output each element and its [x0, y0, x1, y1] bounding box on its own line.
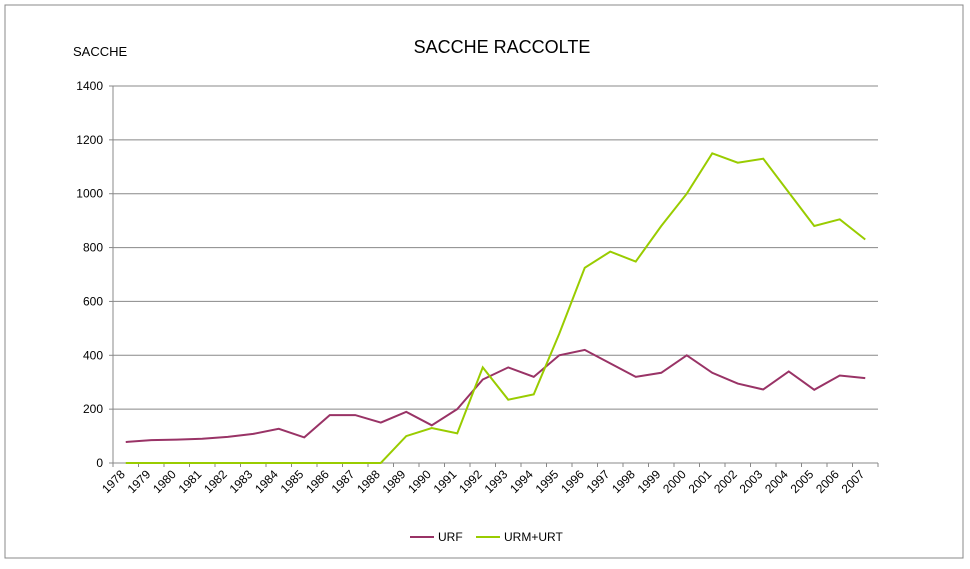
y-tick-label: 600	[83, 294, 103, 308]
y-tick-label: 1200	[76, 133, 103, 147]
data-line	[125, 348, 866, 443]
data-line	[125, 152, 866, 464]
y-tick-label: 1000	[76, 187, 103, 201]
legend-label: URM+URT	[504, 530, 563, 544]
chart-title: SACCHE RACCOLTE	[414, 37, 591, 57]
y-tick-label: 200	[83, 402, 103, 416]
y-tick-label: 0	[96, 456, 103, 470]
y-axis-label: SACCHE	[73, 44, 128, 59]
y-tick-label: 400	[83, 348, 103, 362]
y-tick-label: 1400	[76, 79, 103, 93]
chart-border	[4, 4, 964, 559]
y-tick-label: 800	[83, 241, 103, 255]
legend-label: URF	[438, 530, 463, 544]
